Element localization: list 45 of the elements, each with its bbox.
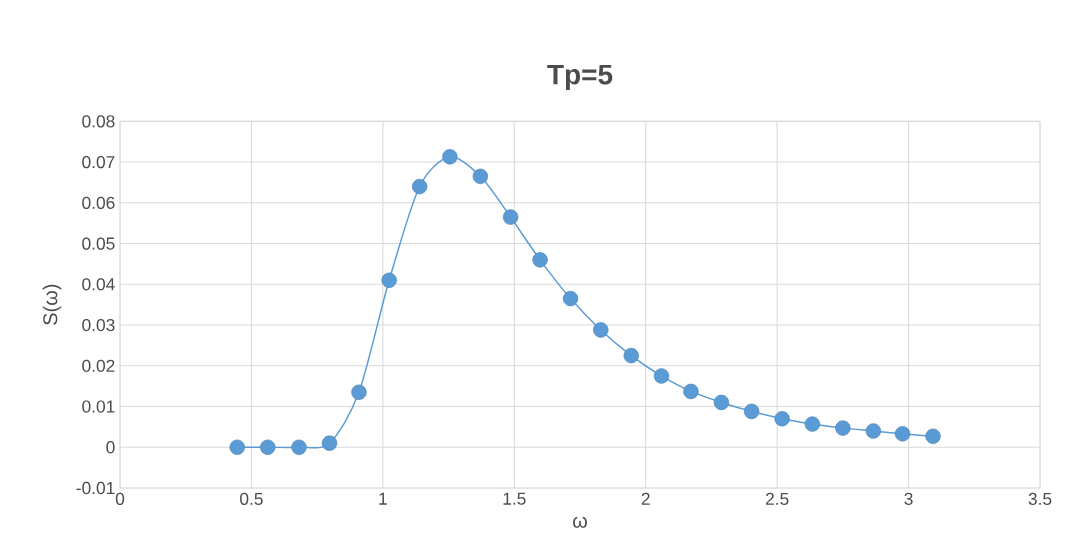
point <box>321 435 338 451</box>
point <box>260 439 276 455</box>
y-tick-label: 0 <box>106 441 115 454</box>
point <box>683 383 699 400</box>
point <box>562 290 579 307</box>
point <box>743 403 760 420</box>
x-tick-label: 0 <box>115 492 125 505</box>
point <box>593 322 609 338</box>
chart-title: Tp=5 <box>547 64 613 90</box>
point <box>774 411 790 427</box>
x-tick-label: 2.5 <box>765 492 789 505</box>
point <box>804 416 821 432</box>
y-tick-label: 0.03 <box>82 318 115 332</box>
point <box>623 347 639 364</box>
y-tick-label: 0.02 <box>82 359 115 372</box>
point <box>502 209 519 225</box>
point <box>925 428 941 444</box>
point <box>291 439 307 455</box>
point <box>835 420 851 436</box>
x-tick-label: 2 <box>641 492 650 505</box>
point <box>653 368 670 384</box>
y-tick-label: 0.07 <box>82 155 115 169</box>
x-axis-title: ω <box>573 516 587 528</box>
point <box>381 272 397 288</box>
point <box>713 394 730 411</box>
point <box>532 252 548 268</box>
x-tick-label: 3.5 <box>1028 492 1052 505</box>
point <box>894 426 911 442</box>
y-tick-label: 0.06 <box>82 196 115 209</box>
x-tick-label: 3 <box>904 492 913 505</box>
x-tick-label: 1 <box>379 492 387 505</box>
y-tick-label: 0.01 <box>82 400 115 413</box>
point <box>229 439 245 455</box>
y-axis-title: S(ω) <box>42 284 62 325</box>
x-tick-label: 0.5 <box>240 492 263 505</box>
y-tick-label: -0.01 <box>76 481 115 495</box>
point <box>442 149 458 165</box>
point <box>411 178 428 195</box>
y-tick-label: 0.05 <box>82 237 115 250</box>
point <box>351 384 367 400</box>
y-tick-label: 0.04 <box>82 278 115 291</box>
x-tick-label: 1.5 <box>503 492 526 505</box>
y-tick-label: 0.08 <box>82 115 115 128</box>
point <box>472 168 489 185</box>
point <box>865 423 882 439</box>
